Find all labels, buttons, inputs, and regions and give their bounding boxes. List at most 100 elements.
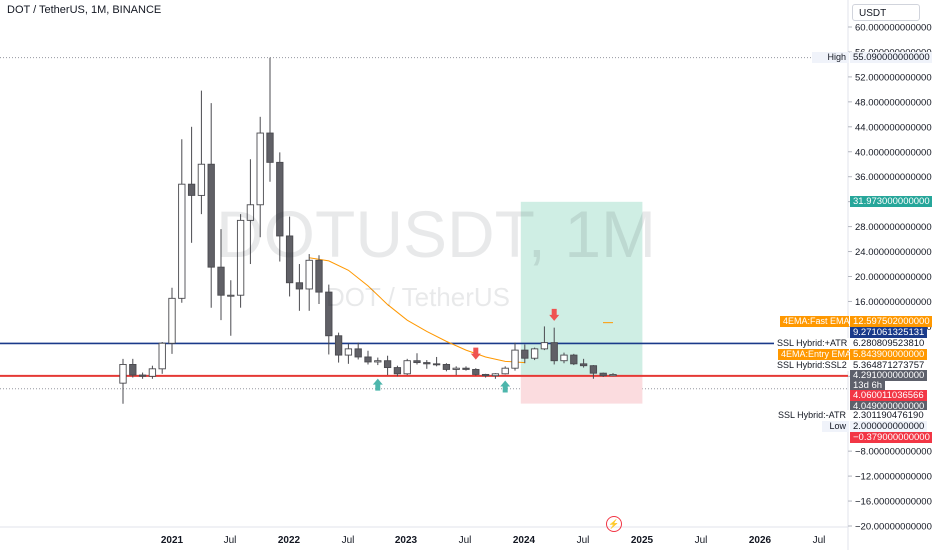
candle-body bbox=[403, 360, 411, 375]
low-tag: Low bbox=[822, 421, 849, 432]
candle bbox=[383, 355, 392, 376]
candle bbox=[129, 358, 137, 378]
arrow-up-icon bbox=[500, 380, 511, 393]
x-label-jul-2026: Jul bbox=[812, 535, 826, 546]
candle bbox=[511, 342, 519, 371]
candle-body bbox=[138, 374, 147, 377]
candle-body bbox=[393, 367, 402, 375]
candle bbox=[550, 327, 558, 365]
watermark-description: DOT / TetherUS bbox=[326, 282, 510, 312]
candle-body bbox=[481, 373, 490, 377]
candle bbox=[530, 347, 539, 361]
candle-body bbox=[374, 360, 382, 363]
countdown-label: 13d 6h bbox=[850, 380, 886, 391]
entry-ema-label: 5.843900000000 bbox=[850, 349, 928, 360]
candle-body bbox=[285, 235, 294, 284]
candle bbox=[579, 358, 588, 368]
candle bbox=[403, 358, 411, 376]
candle-body bbox=[197, 163, 206, 196]
x-label-2023: 2023 bbox=[394, 535, 418, 546]
candle bbox=[285, 216, 294, 297]
candle-body bbox=[413, 360, 421, 364]
arrow-down-icon bbox=[470, 347, 481, 360]
candle bbox=[393, 365, 402, 377]
candle-body bbox=[599, 372, 607, 377]
candle bbox=[266, 57, 274, 182]
candle-body bbox=[187, 183, 196, 196]
candle-body bbox=[462, 367, 470, 370]
x-label-2025: 2025 bbox=[630, 535, 654, 546]
candle-body bbox=[491, 373, 500, 377]
candle-body bbox=[168, 297, 176, 344]
candle-body bbox=[570, 354, 578, 365]
candle-body bbox=[540, 342, 549, 350]
candle-body bbox=[432, 363, 441, 366]
candle-body bbox=[521, 349, 529, 359]
candle-body bbox=[609, 374, 617, 377]
candle bbox=[227, 280, 235, 336]
x-label-2022: 2022 bbox=[277, 535, 301, 546]
candle bbox=[540, 326, 549, 351]
candle bbox=[423, 360, 431, 369]
candle bbox=[119, 358, 127, 404]
y-tick-label: 40.000000000000 bbox=[855, 147, 932, 158]
y-tick-label: 20.000000000000 bbox=[855, 272, 932, 283]
ssl2-label: 5.364871273757 bbox=[850, 360, 928, 371]
target-label: 31.973000000000 bbox=[850, 196, 932, 207]
high-label: 55.090000000000 bbox=[850, 52, 932, 63]
candle bbox=[236, 214, 245, 308]
candle bbox=[315, 255, 323, 304]
candle-body bbox=[119, 363, 127, 384]
candle-body bbox=[246, 204, 255, 221]
loss-zone bbox=[520, 375, 643, 404]
y-tick-label: −20.000000000000 bbox=[855, 522, 932, 533]
candle-body bbox=[178, 183, 186, 299]
candle-body bbox=[207, 163, 215, 268]
lightning-icon[interactable]: ⚡ bbox=[606, 516, 622, 532]
candle-body bbox=[256, 132, 264, 206]
navy-line-label: 9.271061325131 bbox=[850, 327, 928, 338]
candle bbox=[374, 357, 382, 366]
red-line-label: 4.060011036566 bbox=[850, 390, 927, 401]
candle-body bbox=[383, 360, 392, 369]
last-price-label: 4.291000000000 bbox=[850, 370, 928, 381]
y-tick-label: 36.000000000000 bbox=[855, 172, 932, 183]
candle bbox=[197, 90, 206, 215]
candle-body bbox=[325, 291, 333, 337]
candle-body bbox=[227, 294, 235, 297]
y-tick-label: −16.000000000000 bbox=[855, 497, 932, 508]
candle-body bbox=[442, 363, 451, 370]
atr-plus-tag: SSL Hybrid:+ATR bbox=[774, 338, 849, 349]
symbol-title[interactable]: DOT / TetherUS, 1M, BINANCE bbox=[7, 4, 162, 16]
x-label-2026: 2026 bbox=[748, 535, 772, 546]
x-label-2024: 2024 bbox=[512, 535, 536, 546]
fast-ema-tag: 4EMA:Fast EMA bbox=[780, 316, 850, 327]
candle bbox=[491, 373, 500, 379]
candle-body bbox=[295, 282, 304, 290]
candle-body bbox=[452, 367, 460, 370]
candle-body bbox=[423, 362, 431, 365]
candle bbox=[276, 152, 284, 262]
candle-body bbox=[472, 368, 480, 375]
candle bbox=[334, 332, 343, 363]
candle bbox=[364, 350, 372, 365]
candle bbox=[521, 344, 529, 364]
candle-body bbox=[158, 342, 166, 370]
candle bbox=[158, 341, 166, 374]
candle bbox=[207, 103, 215, 308]
candle bbox=[178, 139, 186, 303]
candle bbox=[472, 368, 480, 376]
entry-ema-tag: 4EMA:Entry EMA bbox=[778, 349, 851, 360]
candle-body bbox=[579, 363, 588, 367]
candle-body bbox=[266, 132, 274, 163]
currency-button[interactable]: USDT bbox=[852, 4, 920, 21]
low-label: 2.000000000000 bbox=[850, 421, 928, 432]
candle bbox=[217, 229, 225, 321]
stop-label: −0.379000000000 bbox=[850, 432, 932, 443]
candle-body bbox=[217, 266, 225, 296]
x-label-2021: 2021 bbox=[160, 535, 184, 546]
candle-body bbox=[511, 349, 519, 369]
atr-minus-label: 2.301190476190 bbox=[850, 410, 927, 421]
candle-body bbox=[315, 259, 323, 293]
